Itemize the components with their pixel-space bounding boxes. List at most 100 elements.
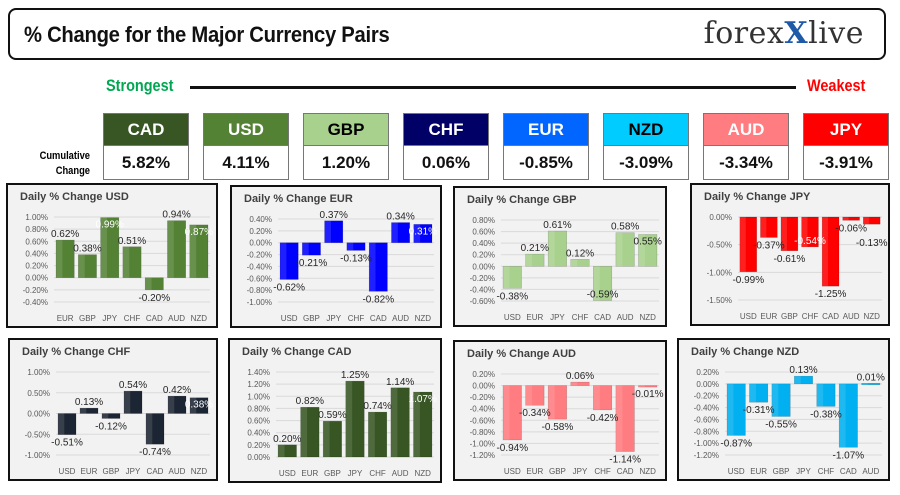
y-tick-label: -1.00%	[25, 451, 50, 460]
y-tick-label: -1.20%	[694, 451, 719, 460]
data-label: -0.12%	[95, 421, 127, 432]
bar-highlight	[503, 385, 510, 440]
bar	[570, 259, 590, 267]
data-label: 0.37%	[320, 210, 348, 221]
bar	[638, 234, 658, 267]
y-tick-label: 0.40%	[25, 249, 48, 258]
x-tick-label: USD	[728, 467, 745, 476]
data-label: 0.06%	[566, 371, 594, 382]
bar-highlight	[727, 383, 734, 436]
chart-title: Daily % Change USD	[20, 191, 129, 203]
y-tick-label: 0.20%	[249, 227, 272, 236]
y-tick-label: -0.40%	[247, 262, 272, 271]
currency-code: EUR	[503, 113, 589, 146]
currency-code: GBP	[303, 113, 389, 146]
cumulative-label-line1: Cumulative	[39, 150, 90, 162]
data-label: 0.21%	[521, 243, 549, 254]
data-label: 0.20%	[273, 434, 301, 445]
x-tick-label: EUR	[81, 467, 98, 476]
bar	[300, 406, 320, 458]
x-tick-label: GBP	[79, 314, 96, 323]
bar-highlight	[816, 383, 824, 407]
bar	[189, 224, 209, 278]
bar	[277, 444, 297, 458]
x-tick-label: USD	[281, 314, 298, 323]
x-tick-label: CAD	[370, 314, 387, 323]
forexlive-logo: forexXlive	[703, 16, 864, 51]
data-label: 0.31%	[409, 226, 437, 237]
bar-highlight	[167, 396, 175, 414]
y-tick-label: -0.60%	[470, 416, 495, 425]
bar-highlight	[280, 242, 287, 280]
chart-chf: Daily % Change CHF 1.00% 0.50% 0.00% -0.50% -…	[8, 338, 218, 481]
y-tick-label: -0.60%	[470, 297, 495, 306]
bar-highlight	[638, 234, 645, 267]
bar-highlight	[300, 407, 308, 457]
x-tick-label: CAD	[146, 314, 163, 323]
bar-highlight	[739, 217, 746, 272]
x-tick-label: EUR	[301, 469, 318, 478]
bar-highlight	[345, 381, 353, 457]
y-tick-label: -1.20%	[470, 451, 495, 460]
data-label: 0.55%	[634, 236, 662, 247]
y-tick-label: 0.20%	[472, 251, 495, 260]
y-tick-label: 0.00%	[249, 239, 272, 248]
x-tick-label: AUD	[169, 467, 186, 476]
bar	[593, 385, 613, 411]
bar	[345, 380, 365, 458]
data-label: -0.37%	[753, 240, 785, 251]
y-tick-label: 0.40%	[472, 239, 495, 248]
cumulative-change-label: Cumulative Change	[31, 149, 90, 179]
bar	[570, 381, 590, 386]
x-tick-label: GBP	[549, 467, 566, 476]
data-label: 0.01%	[857, 372, 885, 383]
bar	[368, 411, 388, 458]
x-tick-label: CHF	[572, 313, 589, 322]
x-tick-label: CHF	[369, 469, 386, 478]
y-tick-label: -1.00%	[470, 439, 495, 448]
title-bar: % Change for the Major Currency Pairs fo…	[8, 8, 886, 60]
bar	[189, 397, 209, 414]
bar-highlight	[593, 385, 600, 410]
bar	[816, 383, 836, 407]
currency-code: CHF	[403, 113, 489, 146]
bar	[302, 242, 321, 256]
chart-title: Daily % Change JPY	[704, 191, 811, 203]
y-tick-label: -1.50%	[707, 296, 732, 305]
bar-chart: 0.20% 0.00% -0.20% -0.40% -0.60% -0.80% -1.00%…	[694, 365, 885, 476]
bar	[502, 385, 522, 441]
cumulative-label-line2: Change	[55, 165, 90, 177]
currency-card-aud: AUD -3.34%	[703, 113, 789, 180]
x-tick-label: JPY	[348, 469, 363, 478]
bar-highlight	[863, 217, 870, 225]
x-tick-label: NZD	[639, 467, 656, 476]
y-tick-label: 0.60%	[25, 237, 48, 246]
x-tick-label: NZD	[414, 469, 431, 478]
y-tick-label: 0.20%	[696, 368, 719, 377]
bar	[144, 277, 164, 291]
data-label: -0.31%	[743, 405, 775, 416]
page-title: % Change for the Major Currency Pairs	[24, 22, 390, 47]
bar	[368, 242, 388, 292]
chart-aud: Daily % Change AUD 0.20% 0.00% -0.20% -0.40%…	[453, 340, 667, 481]
y-tick-label: -0.50%	[707, 241, 732, 250]
chart-eur: Daily % Change EUR 0.40% 0.20% 0.00% -0.20% -…	[230, 185, 442, 328]
bar	[55, 239, 75, 278]
data-label: 0.13%	[75, 397, 103, 408]
currency-code: JPY	[803, 113, 889, 146]
bar	[57, 413, 77, 435]
cumulative-change-value: 4.11%	[203, 146, 289, 180]
data-label: 0.54%	[119, 380, 147, 391]
y-tick-label: 0.20%	[25, 262, 48, 271]
bar	[413, 391, 433, 458]
bar-highlight	[570, 259, 578, 267]
bar	[78, 254, 97, 278]
bar	[821, 216, 840, 287]
chart-title: Daily % Change EUR	[244, 193, 353, 205]
x-tick-label: CAD	[147, 467, 164, 476]
x-tick-label: CAD	[840, 467, 857, 476]
bar	[780, 216, 799, 252]
bar	[145, 413, 165, 445]
bar-highlight	[145, 277, 152, 290]
data-label: 0.58%	[611, 222, 639, 233]
